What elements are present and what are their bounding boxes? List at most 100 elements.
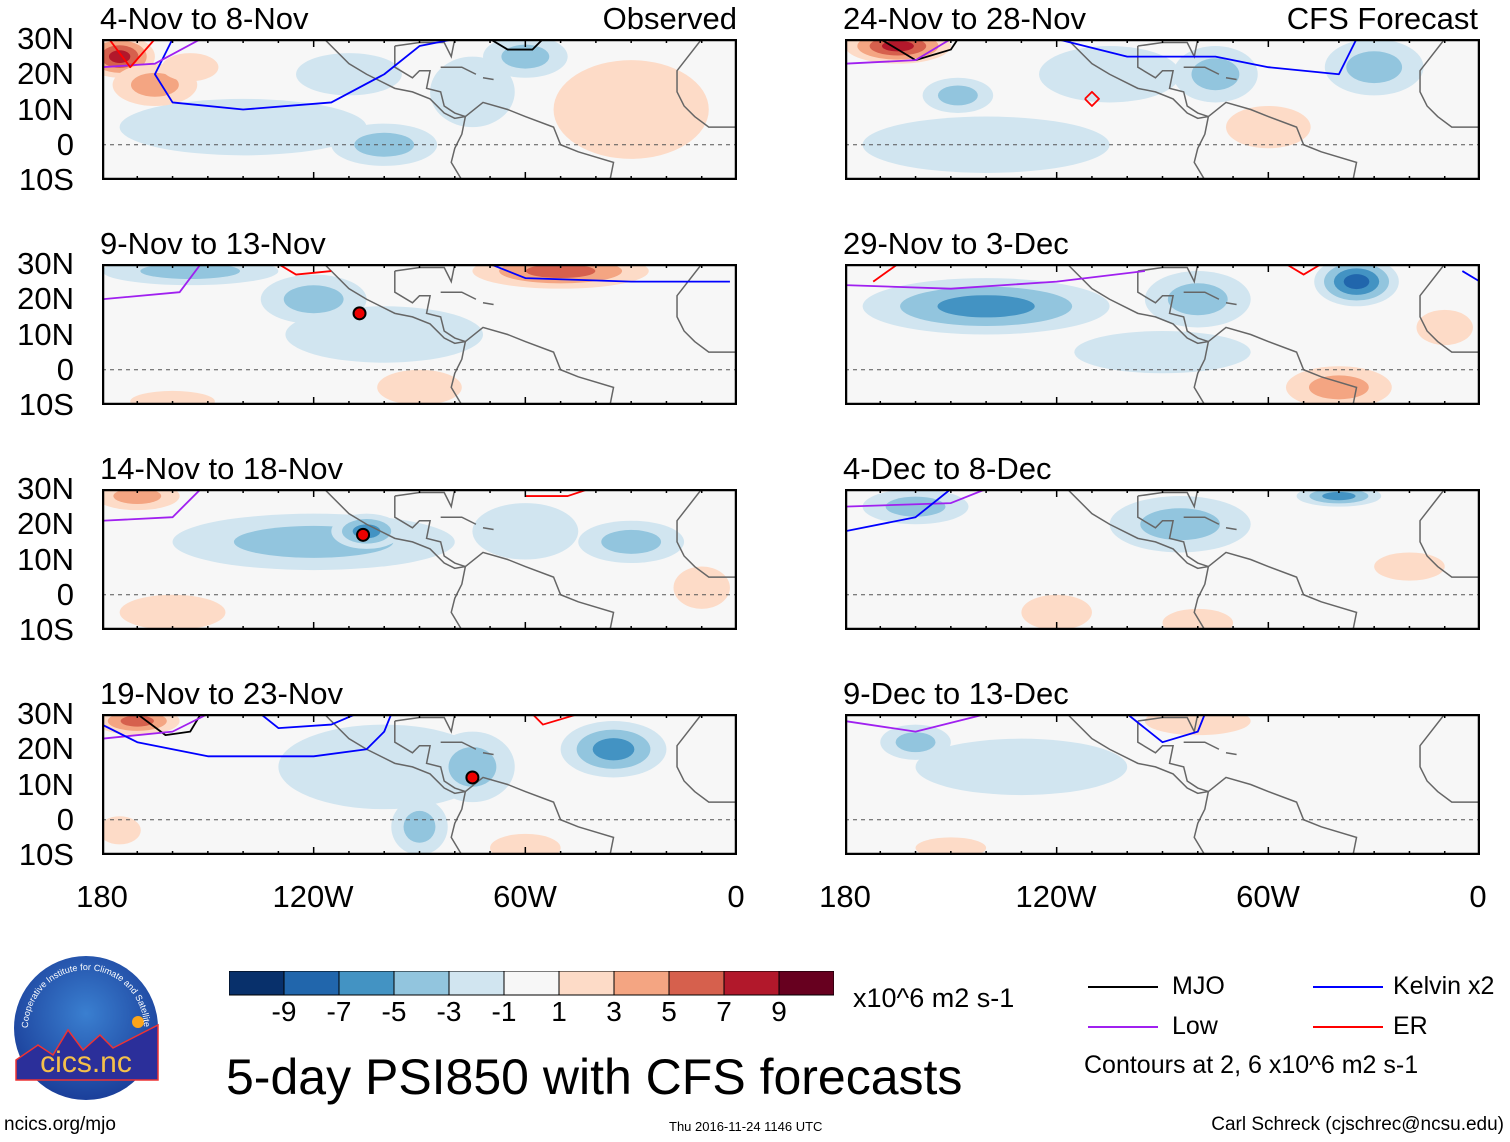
legend-label-er: ER xyxy=(1393,1012,1428,1040)
tropical-storm-icon xyxy=(352,306,367,321)
y-label: 20N xyxy=(17,506,74,542)
colorbar-units: x10^6 m2 s-1 xyxy=(853,983,1015,1013)
coastline xyxy=(394,39,456,59)
kelvin-contour xyxy=(102,714,393,758)
y-label: 10N xyxy=(17,541,74,577)
coastline xyxy=(1419,39,1480,128)
figure-title: 5-day PSI850 with CFS forecasts xyxy=(226,1049,963,1105)
colorbar-label: 1 xyxy=(551,996,567,1027)
low-contour xyxy=(845,489,987,508)
colorbar-bin xyxy=(283,971,340,996)
anomaly-shade xyxy=(430,56,515,128)
colorbar-bin xyxy=(229,971,285,996)
forecast-label: CFS Forecast xyxy=(1286,1,1478,36)
colorbar-bin xyxy=(723,971,780,996)
anomaly-shade xyxy=(448,746,497,787)
y-label: 10S xyxy=(18,162,74,197)
low-contour xyxy=(102,39,202,69)
coastline xyxy=(1137,714,1199,734)
map-panel xyxy=(102,39,737,180)
coastline xyxy=(394,496,615,630)
anomaly-shade xyxy=(915,738,1128,796)
coastline xyxy=(394,46,615,180)
anomaly-shade xyxy=(130,390,215,405)
contours-note: Contours at 2, 6 x10^6 m2 s-1 xyxy=(1084,1051,1419,1079)
coastline xyxy=(440,291,477,300)
anomaly-shade xyxy=(937,85,978,106)
colorbar-label: 9 xyxy=(771,996,787,1027)
low-contour xyxy=(845,714,987,733)
x-label-180-right: 180 xyxy=(819,879,871,914)
colorbar-label: -3 xyxy=(436,996,462,1027)
panel-title: 4-Nov to 8-Nov xyxy=(100,1,309,36)
coastline xyxy=(440,516,477,525)
colorbar-label: 3 xyxy=(606,996,622,1027)
kelvin-contour xyxy=(489,264,730,283)
y-label: 30N xyxy=(17,246,74,281)
legend-line-low xyxy=(1088,1026,1158,1028)
coastline xyxy=(1066,714,1210,855)
footer-url[interactable]: ncics.org/mjo xyxy=(4,1114,116,1135)
footer-author: Carl Schreck (cjschrec@ncsu.edu) xyxy=(1211,1114,1504,1135)
colorbar-bin xyxy=(613,971,670,996)
panel-title: 19-Nov to 23-Nov xyxy=(100,676,343,711)
anomaly-shade xyxy=(113,489,162,505)
anomaly-shade xyxy=(1191,58,1240,91)
coastline xyxy=(676,714,737,803)
coastline xyxy=(1066,264,1210,405)
legend-line-mjo xyxy=(1088,986,1158,988)
colorbar-bin xyxy=(393,971,450,996)
anomaly-shade xyxy=(1226,105,1311,149)
anomaly-shade xyxy=(525,264,596,278)
coastline xyxy=(482,77,494,81)
anomaly-shade xyxy=(403,810,436,843)
y-label: 30N xyxy=(17,696,74,731)
anomaly-shade xyxy=(673,566,730,609)
y-label: 0 xyxy=(56,576,74,612)
coastline xyxy=(440,66,477,75)
coastline xyxy=(1137,264,1199,284)
coastline xyxy=(1183,66,1220,75)
anomaly-shade xyxy=(895,732,936,753)
coastline xyxy=(1066,39,1210,180)
coastline xyxy=(482,302,494,306)
map-panel xyxy=(845,489,1480,630)
panel-title: 9-Nov to 13-Nov xyxy=(100,226,326,261)
coastline xyxy=(323,264,467,405)
anomaly-shade xyxy=(937,295,1035,318)
y-label: 30N xyxy=(17,471,74,506)
anomaly-shade xyxy=(120,715,154,727)
kelvin-contour xyxy=(1126,714,1206,744)
observed-label: Observed xyxy=(602,1,737,36)
anomaly-shade xyxy=(490,833,561,855)
coastline xyxy=(1066,489,1210,630)
anomaly-shade xyxy=(881,40,914,52)
coastline xyxy=(1419,264,1480,353)
panel-title: 29-Nov to 3-Dec xyxy=(843,226,1069,261)
panel-title: 24-Nov to 28-Nov xyxy=(843,1,1086,36)
er-contour xyxy=(872,264,899,283)
anomaly-shade xyxy=(885,496,946,517)
anomaly-shade xyxy=(1308,375,1369,400)
anomaly-shade xyxy=(119,594,226,630)
colorbar-bin xyxy=(778,971,834,996)
coastline xyxy=(1183,516,1220,525)
anomaly-shade xyxy=(553,60,709,159)
x-label-0-right: 0 xyxy=(1469,879,1487,914)
low-contour xyxy=(845,39,952,65)
er-contour xyxy=(525,489,590,497)
anomaly-shade xyxy=(1416,309,1473,346)
coastline xyxy=(1137,46,1358,180)
anomaly-shade xyxy=(1346,51,1403,84)
er-contour xyxy=(1285,264,1322,276)
cics-logo: cics.nc Cooperative Institute for Climat… xyxy=(8,950,159,1100)
low-contour xyxy=(102,489,202,522)
coastline xyxy=(394,264,456,284)
y-label: 0 xyxy=(56,351,74,387)
anomaly-shade xyxy=(1167,283,1228,316)
coastline xyxy=(323,489,467,630)
map-panel xyxy=(102,489,737,630)
anomaly-shade xyxy=(377,369,462,405)
colorbar-bin xyxy=(668,971,725,996)
y-label: 10S xyxy=(18,837,74,872)
